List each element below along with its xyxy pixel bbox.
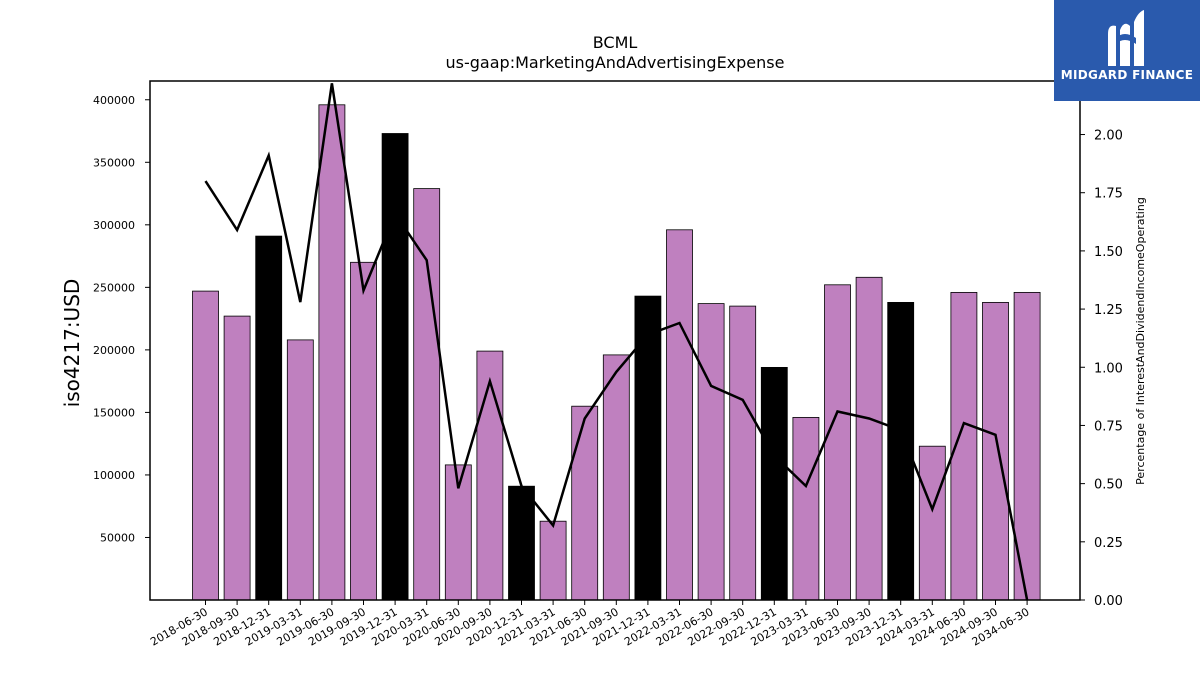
bar-2021-06-30 (571, 405, 599, 601)
y-tick-label: 400000 (93, 94, 135, 107)
bar-2021-03-31 (539, 520, 567, 601)
bar-2023-03-31 (792, 416, 820, 601)
bar-2024-03-31 (918, 445, 946, 601)
y-tick-label: 350000 (93, 156, 135, 169)
bar-2018-09-30 (223, 315, 251, 601)
bar-2020-12-31 (508, 485, 535, 601)
logo-mark-icon (1108, 10, 1144, 66)
y-right-tick-label: 0.75 (1094, 419, 1123, 434)
chart-subtitle: us-gaap:MarketingAndAdvertisingExpense (446, 53, 785, 72)
bar-2021-09-30 (602, 354, 630, 601)
bar-2018-06-30 (192, 290, 219, 601)
y-right-tick-label: 0.25 (1094, 536, 1123, 551)
y-axis-label-left: iso4217:USD (60, 279, 84, 408)
bar-2018-12-31 (255, 235, 283, 601)
y-right-tick-label: 0.50 (1094, 478, 1123, 493)
bar-2019-12-31 (381, 133, 409, 601)
bar-2024-09-30 (982, 301, 1009, 601)
y-right-tick-label: 1.50 (1094, 245, 1123, 260)
y-tick-label: 150000 (93, 406, 135, 419)
bar-2020-03-31 (413, 188, 441, 601)
y-right-tick-label: 2.00 (1094, 129, 1123, 144)
y-axis-label-right: Percentage of InterestAndDividendIncomeO… (1134, 197, 1147, 485)
logo-text: MIDGARD FINANCE (1060, 68, 1194, 82)
bar-2023-09-30 (855, 276, 883, 601)
bar-2023-06-30 (824, 284, 851, 601)
bar-2020-09-30 (476, 350, 504, 601)
plot-frame (149, 80, 1081, 601)
y-tick-label: 200000 (93, 344, 135, 357)
y-tick-label: 250000 (93, 281, 135, 294)
bar-2019-03-31 (286, 339, 314, 601)
y-right-tick-label: 0.00 (1094, 594, 1123, 609)
y-right-tick-label: 1.00 (1094, 361, 1123, 376)
y-right-tick-label: 1.75 (1094, 187, 1123, 202)
bar-2019-09-30 (350, 261, 377, 601)
bar-2022-12-31 (760, 366, 788, 601)
bar-2019-06-30 (318, 104, 346, 601)
y-right-tick-label: 1.25 (1094, 303, 1123, 318)
ratio-line (204, 83, 1029, 601)
bar-2022-09-30 (729, 305, 757, 601)
y-tick-label: 100000 (93, 469, 135, 482)
bar-2022-03-31 (666, 229, 693, 601)
brand-logo: MIDGARD FINANCE (1054, 0, 1200, 101)
bar-2022-06-30 (697, 303, 725, 601)
y-tick-label: 50000 (100, 531, 135, 544)
chart-title: BCML (593, 33, 638, 52)
y-tick-label: 300000 (93, 219, 135, 232)
bar-2021-12-31 (634, 295, 662, 601)
